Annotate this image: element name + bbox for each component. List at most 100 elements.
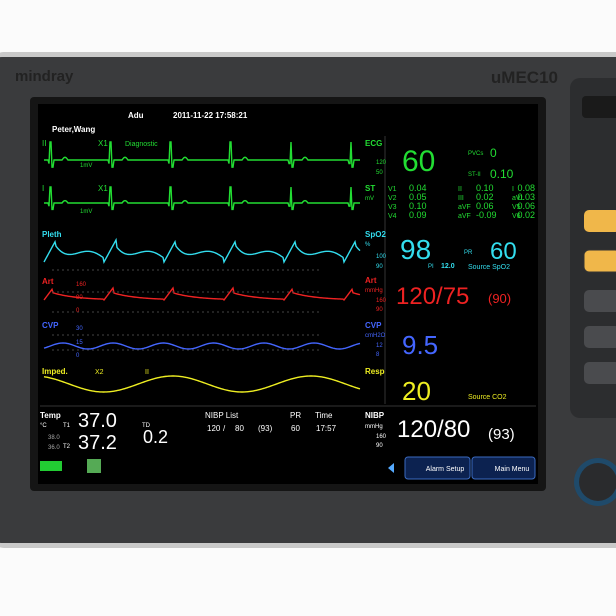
- pause-key[interactable]: [583, 249, 616, 273]
- limits: 160: [376, 298, 387, 304]
- td: 0.2: [143, 427, 168, 447]
- patient: Peter,Wang: [52, 125, 95, 134]
- scale: 0: [76, 308, 80, 314]
- rows: III: [458, 195, 464, 202]
- pvcs: 0: [490, 146, 497, 160]
- rows: aVF: [458, 213, 471, 220]
- st-label: ST-II: [468, 172, 481, 178]
- row: (93): [258, 424, 273, 433]
- mean: (90): [488, 291, 511, 306]
- rows: II: [458, 186, 462, 193]
- rows: V5: [512, 204, 521, 211]
- rows: 0.06: [517, 201, 535, 211]
- pr-label: PR: [290, 411, 301, 420]
- unit: %: [365, 242, 371, 248]
- rows: 0.02: [476, 192, 494, 202]
- rows: V4: [388, 213, 397, 220]
- hr: 60: [402, 145, 435, 178]
- indicator: [582, 96, 616, 118]
- label: SpO2: [365, 230, 386, 239]
- limits: 12: [376, 343, 383, 349]
- limits: 90: [376, 264, 383, 270]
- rows: 0.03: [517, 192, 535, 202]
- back-arrow[interactable]: [388, 463, 394, 473]
- rows: 0.05: [409, 192, 427, 202]
- mode: Adu: [128, 111, 144, 120]
- label: ECG: [365, 139, 382, 148]
- ecg-wave: [44, 141, 360, 168]
- row: 17:57: [316, 424, 337, 433]
- filter: Diagnostic: [125, 141, 158, 148]
- scale: 160: [76, 282, 87, 288]
- scale: 1mV: [80, 163, 92, 169]
- scale: 80: [76, 295, 83, 301]
- label: Art: [365, 276, 377, 285]
- value: 20: [402, 376, 431, 406]
- rows: I: [512, 186, 514, 193]
- rows: 0.08: [517, 183, 535, 193]
- knob[interactable]: [579, 463, 616, 501]
- buttons[interactable]: Alarm Setup: [426, 466, 465, 473]
- ecg-wave: [44, 186, 360, 211]
- unit: mmHg: [365, 424, 383, 430]
- rows: aVL: [512, 195, 525, 202]
- rows: 0.09: [409, 210, 427, 220]
- key[interactable]: [584, 326, 616, 348]
- limits: 100: [376, 254, 387, 260]
- alarm-key[interactable]: [584, 210, 616, 232]
- row: 120: [207, 424, 221, 433]
- limits: 50: [376, 170, 383, 176]
- lead: II: [42, 139, 46, 148]
- gain: X1: [98, 139, 108, 148]
- rows: 0.10: [409, 201, 427, 211]
- rows: 0.06: [476, 201, 494, 211]
- model: uMEC10: [491, 68, 558, 87]
- limits: 120: [376, 160, 387, 166]
- pleth-wave: [43, 237, 361, 264]
- source: Source CO2: [468, 394, 507, 401]
- mean: (93): [488, 426, 515, 443]
- brand: mindray: [15, 68, 74, 85]
- key[interactable]: [584, 290, 616, 312]
- t1: 37.0: [78, 410, 117, 432]
- buttons[interactable]: Main Menu: [495, 466, 530, 473]
- unit: mV: [365, 196, 374, 202]
- label: Pleth: [42, 230, 62, 239]
- label: NIBP List: [205, 411, 239, 420]
- rows: V1: [388, 186, 397, 193]
- unit: cmH2O: [365, 333, 386, 339]
- rows: V6: [512, 213, 521, 220]
- key[interactable]: [584, 362, 616, 384]
- t2: 37.2: [78, 432, 117, 454]
- rows: -0.09: [476, 210, 497, 220]
- label: CVP: [365, 321, 382, 330]
- gain: X2: [95, 369, 104, 376]
- cvp-wave: [43, 342, 361, 350]
- rows: aVF: [458, 204, 471, 211]
- pr-label: PR: [464, 250, 473, 256]
- alarm-setup-button[interactable]: [404, 456, 471, 480]
- lead: II: [145, 369, 149, 376]
- art-wave: [43, 286, 361, 302]
- rows: V2: [388, 195, 397, 202]
- label: NIBP: [365, 411, 385, 420]
- limits: 90: [376, 443, 383, 449]
- pvcs-label: PVCs: [468, 151, 483, 157]
- label: Art: [42, 277, 54, 286]
- limits: 160: [376, 434, 387, 440]
- limits: 36.0: [48, 445, 60, 451]
- main-menu-button[interactable]: [471, 456, 536, 480]
- st: 0.10: [490, 167, 514, 181]
- scale: 1mV: [80, 209, 92, 215]
- td-label: TD: [142, 423, 151, 429]
- rows: 0.04: [409, 183, 427, 193]
- label: CVP: [42, 321, 59, 330]
- label: Imped.: [42, 367, 68, 376]
- scale: 15: [76, 340, 83, 346]
- row: /: [223, 424, 226, 433]
- waveforms: [43, 141, 361, 393]
- unit: mmHg: [365, 288, 383, 294]
- rows: 0.02: [517, 210, 535, 220]
- label: Temp: [40, 411, 61, 420]
